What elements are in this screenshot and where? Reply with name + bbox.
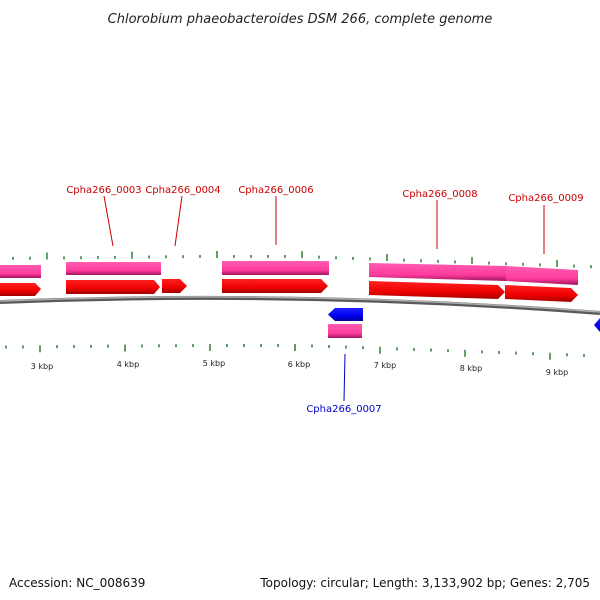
gene-arrow-Cpha266_0003[interactable] — [66, 280, 160, 294]
scale-label: 7 kbp — [374, 361, 396, 370]
gene-labels: Cpha266_0003 Cpha266_0004 Cpha266_0006 C… — [66, 185, 583, 415]
gene-arrow-Cpha266_0006[interactable] — [222, 279, 328, 293]
cds-band-segment — [222, 261, 329, 275]
accession-text: Accession: NC_008639 — [9, 576, 145, 590]
gene-arrow-Cpha266_0009[interactable] — [505, 285, 578, 302]
leader-Cpha266_0004 — [174, 195, 183, 247]
genome-backbone — [0, 295, 600, 315]
map-title: Chlorobium phaeobacteroides DSM 266, com… — [108, 12, 493, 27]
cds-band-segment — [66, 262, 161, 275]
inner-tick-ring — [5, 344, 585, 360]
scale-label: 5 kbp — [203, 359, 225, 368]
gene-label-Cpha266_0006[interactable]: Cpha266_0006 — [238, 185, 313, 196]
gene-label-Cpha266_0004[interactable]: Cpha266_0004 — [145, 185, 220, 196]
scale-labels: 3 kbp 4 kbp 5 kbp 6 kbp 7 kbp 8 kbp 9 kbp — [31, 359, 568, 377]
gene-label-Cpha266_0008[interactable]: Cpha266_0008 — [402, 189, 477, 200]
gene-arrow-forward[interactable] — [0, 283, 41, 296]
forward-strand-track — [0, 279, 578, 302]
scale-label: 9 kbp — [546, 368, 568, 377]
topology-text: Topology: circular; Length: 3,133,902 bp… — [259, 576, 590, 590]
outer-tick-ring — [12, 251, 592, 269]
cds-band-segment — [328, 324, 362, 338]
cds-band-segment — [369, 263, 506, 281]
gene-arrow-Cpha266_0007[interactable] — [328, 308, 363, 321]
scale-label: 3 kbp — [31, 362, 53, 371]
cds-band-track — [0, 261, 578, 338]
scale-label: 6 kbp — [288, 360, 310, 369]
scale-label: 8 kbp — [460, 364, 482, 373]
gene-arrow-Cpha266_0004[interactable] — [162, 279, 187, 293]
leader-Cpha266_0003 — [103, 195, 114, 247]
gene-arrow-reverse[interactable] — [594, 318, 600, 332]
cds-band-segment — [0, 265, 41, 278]
leader-Cpha266_0007 — [343, 353, 346, 402]
gene-label-Cpha266_0009[interactable]: Cpha266_0009 — [508, 193, 583, 204]
label-leaders — [103, 195, 545, 402]
gene-label-Cpha266_0003[interactable]: Cpha266_0003 — [66, 185, 141, 196]
cds-band-segment — [506, 266, 578, 285]
genome-backbone-highlight — [0, 296, 600, 313]
reverse-strand-track — [328, 308, 600, 332]
scale-label: 4 kbp — [117, 360, 139, 369]
gene-arrow-Cpha266_0008[interactable] — [369, 281, 505, 299]
gene-label-Cpha266_0007[interactable]: Cpha266_0007 — [306, 404, 381, 415]
